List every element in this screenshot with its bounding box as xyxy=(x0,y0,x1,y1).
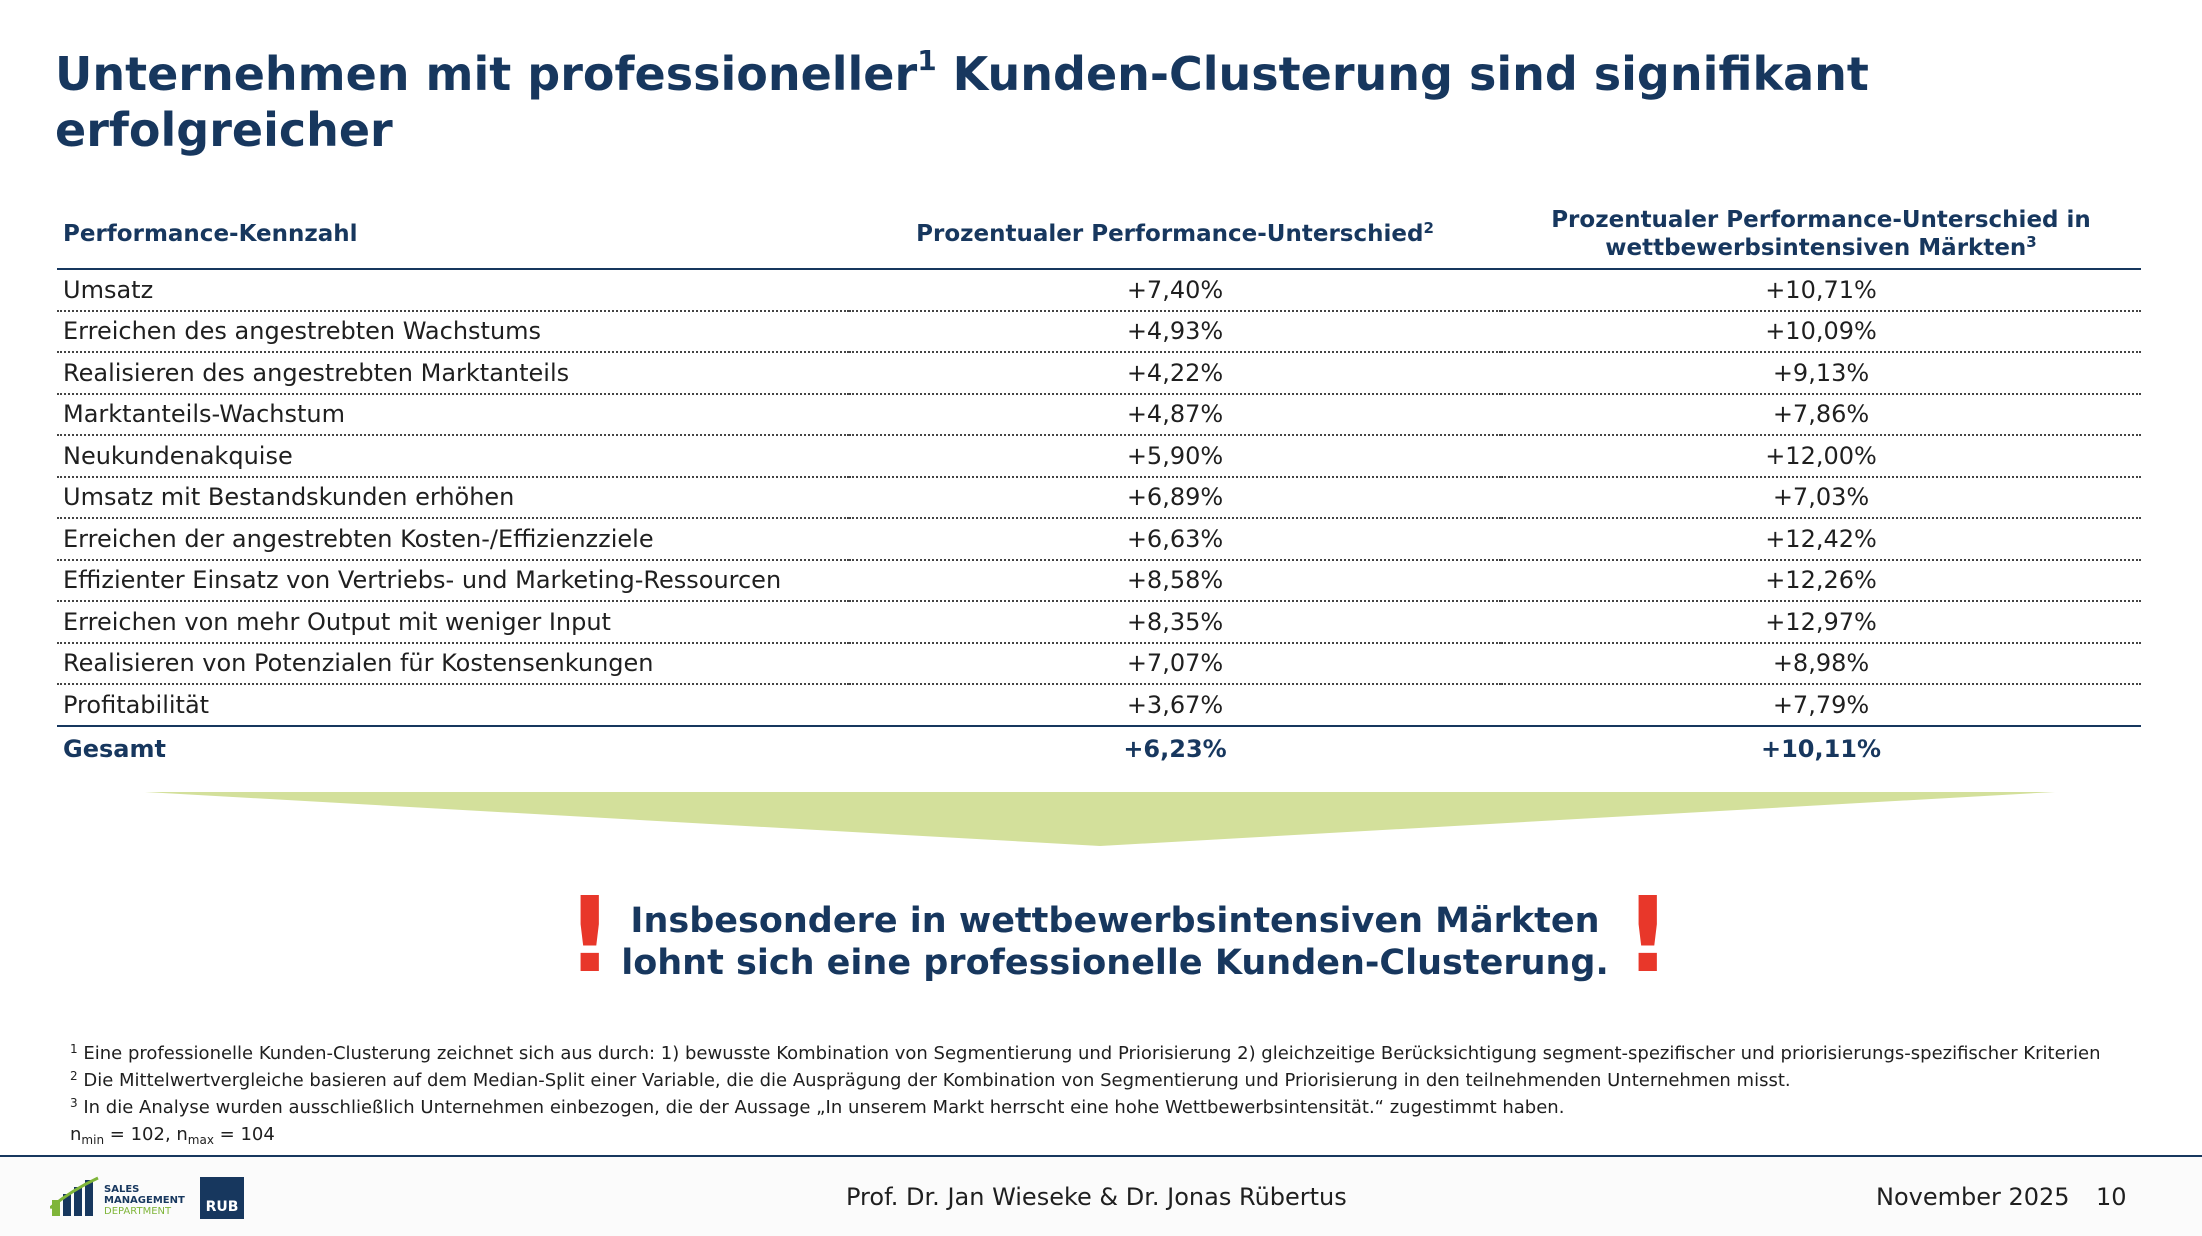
table-header-row: Performance-Kennzahl Prozentualer Perfor… xyxy=(57,200,2141,270)
row-label: Umsatz mit Bestandskunden erhöhen xyxy=(57,476,849,519)
row-label: Effizienter Einsatz von Vertriebs- und M… xyxy=(57,559,849,602)
row-value-overall: +4,22% xyxy=(849,352,1501,395)
slide-title: Unternehmen mit professioneller1 Kunden-… xyxy=(55,44,1869,158)
footer xyxy=(0,1157,2202,1236)
row-value-competitive: +10,71% xyxy=(1501,269,2141,312)
footer-divider xyxy=(0,1155,2202,1157)
performance-table: Performance-Kennzahl Prozentualer Perfor… xyxy=(57,200,2141,771)
row-value-overall: +7,07% xyxy=(849,642,1501,685)
footnotes: 1 Eine professionelle Kunden-Clusterung … xyxy=(70,1040,2170,1148)
row-value-competitive: +8,98% xyxy=(1501,642,2141,685)
row-value-overall: +6,89% xyxy=(849,476,1501,519)
row-value-overall: +4,93% xyxy=(849,310,1501,353)
rub-logo: RUB xyxy=(200,1177,244,1219)
row-value-overall: +5,90% xyxy=(849,435,1501,478)
row-label: Realisieren des angestrebten Marktanteil… xyxy=(57,352,849,395)
table-row: Realisieren des angestrebten Marktanteil… xyxy=(57,352,2141,395)
down-arrow-banner xyxy=(145,792,2055,846)
row-label: Marktanteils-Wachstum xyxy=(57,393,849,436)
table-row: Erreichen der angestrebten Kosten-/Effiz… xyxy=(57,518,2141,561)
footer-date: November 2025 xyxy=(1876,1183,2070,1211)
table-row: Erreichen des angestrebten Wachstums +4,9… xyxy=(57,310,2141,353)
footnote-2: 2 Die Mittelwertvergleiche basieren auf … xyxy=(70,1069,1791,1091)
row-value-competitive: +7,86% xyxy=(1501,393,2141,436)
row-label: Erreichen der angestrebten Kosten-/Effiz… xyxy=(57,518,849,561)
exclamation-right-icon: ! xyxy=(1624,874,1672,996)
row-value-overall: +7,40% xyxy=(849,269,1501,312)
table-row: Umsatz +7,40% +10,71% xyxy=(57,269,2141,312)
row-value-competitive: +12,97% xyxy=(1501,601,2141,644)
callout-line-2: lohnt sich eine professionelle Kunden-Cl… xyxy=(621,943,1609,983)
table-row: Profitabilität +3,67% +7,79% xyxy=(57,684,2141,727)
row-value-overall: +3,67% xyxy=(849,684,1501,727)
footnote-3: 3 In die Analyse wurden ausschließlich U… xyxy=(70,1096,1565,1118)
row-value-overall: +6,63% xyxy=(849,518,1501,561)
table-row: Realisieren von Potenzialen für Kostense… xyxy=(57,642,2141,685)
total-label: Gesamt xyxy=(63,734,166,763)
row-label: Realisieren von Potenzialen für Kostense… xyxy=(57,642,849,685)
header-performance-difference: Prozentualer Performance-Unterschied2 xyxy=(849,200,1501,270)
chevron-down-icon xyxy=(145,792,2055,846)
row-label: Profitabilität xyxy=(57,684,849,727)
row-value-competitive: +12,26% xyxy=(1501,559,2141,602)
exclamation-left-icon: ! xyxy=(566,874,614,996)
row-value-overall: +8,58% xyxy=(849,559,1501,602)
row-value-overall: +8,35% xyxy=(849,601,1501,644)
sales-management-logo-icon xyxy=(50,1176,99,1216)
row-label: Neukundenakquise xyxy=(57,435,849,478)
row-value-competitive: +12,42% xyxy=(1501,518,2141,561)
sales-management-logo-text: SALES MANAGEMENT DEPARTMENT xyxy=(104,1184,185,1217)
row-value-competitive: +7,03% xyxy=(1501,476,2141,519)
callout-text: Insbesondere in wettbewerbsintensiven Mä… xyxy=(560,900,1670,984)
row-label: Erreichen des angestrebten Wachstums xyxy=(57,310,849,353)
sample-size-note: nmin = 102, nmax = 104 xyxy=(70,1124,275,1147)
total-value-overall: +6,23% xyxy=(1123,734,1227,763)
header-performance-kennzahl: Performance-Kennzahl xyxy=(57,200,849,270)
table-row: Umsatz mit Bestandskunden erhöhen +6,89% +… xyxy=(57,476,2141,519)
table-row: Erreichen von mehr Output mit weniger In… xyxy=(57,601,2141,644)
row-value-competitive: +7,79% xyxy=(1501,684,2141,727)
row-value-competitive: +10,09% xyxy=(1501,310,2141,353)
row-value-competitive: +9,13% xyxy=(1501,352,2141,395)
total-value-competitive: +10,11% xyxy=(1760,734,1882,763)
table-total-row: Gesamt +6,23% +10,11% xyxy=(57,726,2141,771)
table-row: Effizienter Einsatz von Vertriebs- und M… xyxy=(57,559,2141,602)
callout-line-1: Insbesondere in wettbewerbsintensiven Mä… xyxy=(630,901,1600,941)
table-row: Neukundenakquise +5,90% +12,00% xyxy=(57,435,2141,478)
footnote-1: 1 Eine professionelle Kunden-Clusterung … xyxy=(70,1042,2101,1064)
row-value-overall: +4,87% xyxy=(849,393,1501,436)
row-label: Erreichen von mehr Output mit weniger In… xyxy=(57,601,849,644)
table-row: Marktanteils-Wachstum +4,87% +7,86% xyxy=(57,393,2141,436)
row-value-competitive: +12,00% xyxy=(1501,435,2141,478)
header-performance-difference-competitive: Prozentualer Performance-Unterschied in w… xyxy=(1501,200,2141,270)
row-label: Umsatz xyxy=(57,269,849,312)
footer-authors: Prof. Dr. Jan Wieseke & Dr. Jonas Rübert… xyxy=(846,1183,1347,1211)
page-number: 10 xyxy=(2096,1183,2127,1211)
